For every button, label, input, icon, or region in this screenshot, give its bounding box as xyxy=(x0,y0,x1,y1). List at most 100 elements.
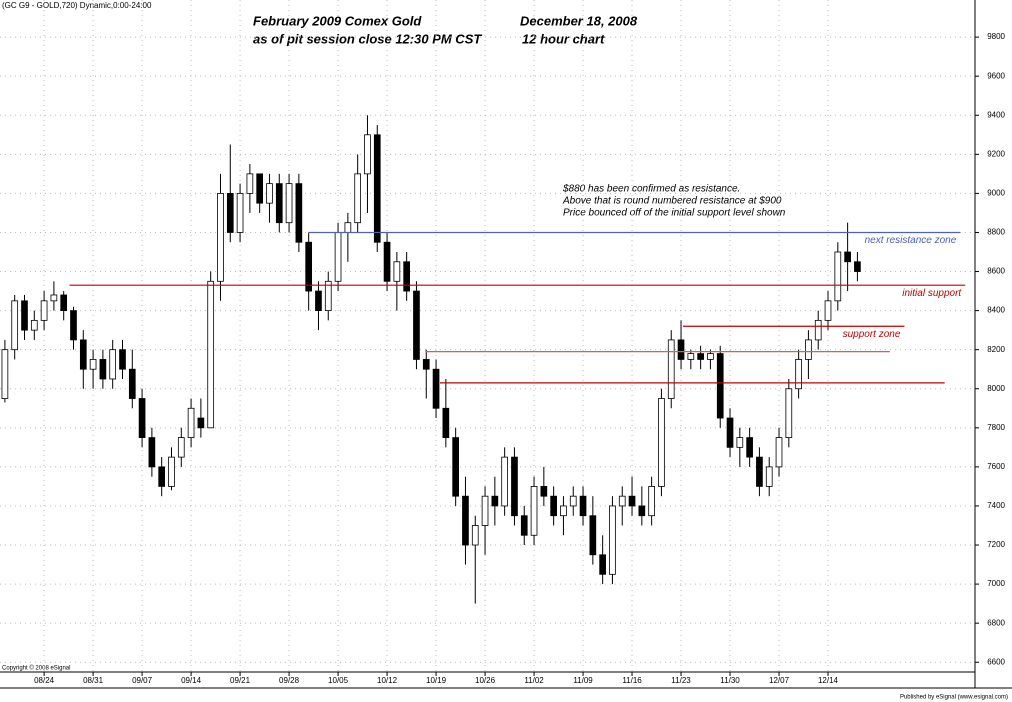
candle-body xyxy=(677,339,685,360)
candle-body xyxy=(21,300,28,331)
candle-body xyxy=(716,353,724,419)
candle-body xyxy=(70,310,77,341)
candle-body xyxy=(275,183,283,224)
candle-body xyxy=(99,359,107,380)
y-tick-label: 7200 xyxy=(987,540,1005,549)
x-tick-label: 11/23 xyxy=(671,676,691,685)
candle-body xyxy=(462,495,469,546)
candle-body xyxy=(844,251,851,263)
y-tick-label: 8000 xyxy=(987,384,1005,393)
candle-body xyxy=(628,495,636,507)
x-tick-label: 11/30 xyxy=(720,676,740,685)
candle-body xyxy=(530,486,538,536)
y-tick-label: 8800 xyxy=(987,228,1005,237)
candle-body xyxy=(315,290,322,312)
candle-body xyxy=(648,486,655,517)
candle-body xyxy=(148,437,156,468)
y-tick-label: 9800 xyxy=(987,32,1005,41)
timeframe: 12 hour chart xyxy=(522,31,605,46)
candle-body xyxy=(187,407,195,438)
candle-body xyxy=(658,398,665,487)
note: $880 has been confirmed as resistance. xyxy=(562,184,740,195)
x-tick-label: 08/24 xyxy=(34,676,55,685)
candle-body xyxy=(403,261,410,292)
candle-body xyxy=(599,554,606,575)
x-tick-label: 11/09 xyxy=(573,676,593,685)
candle-body xyxy=(266,183,273,204)
copyright: Copyright © 2008 eSignal xyxy=(2,665,70,672)
candle-body xyxy=(364,134,371,175)
candle-body xyxy=(383,241,391,282)
candle-body xyxy=(11,300,19,351)
x-tick-label: 10/12 xyxy=(377,676,398,685)
chart-date: December 18, 2008 xyxy=(520,13,638,28)
note: Price bounced off of the initial support… xyxy=(563,208,786,219)
x-tick-label: 08/31 xyxy=(83,676,104,685)
candle-body xyxy=(168,456,175,487)
candle-body xyxy=(334,232,342,282)
x-tick-label: 11/16 xyxy=(622,676,642,685)
x-tick-label: 12/07 xyxy=(769,676,790,685)
candle-body xyxy=(30,319,38,331)
candle-body xyxy=(60,294,68,312)
candle-body xyxy=(344,222,352,233)
x-tick-label: 09/14 xyxy=(181,676,202,685)
candle-body xyxy=(217,192,224,282)
candle-body xyxy=(40,300,48,321)
candle-body xyxy=(305,241,313,292)
candle-body xyxy=(422,359,430,370)
candle-body xyxy=(442,407,450,438)
candle-body xyxy=(158,466,166,487)
candle-body xyxy=(285,183,293,224)
candle-body xyxy=(560,505,567,517)
candle-body xyxy=(256,173,264,204)
candle-body xyxy=(824,300,832,321)
y-tick-label: 9200 xyxy=(987,149,1005,158)
x-tick-label: 10/19 xyxy=(426,676,447,685)
candle-body xyxy=(393,261,401,282)
candle-body xyxy=(128,368,136,399)
x-tick-label: 09/28 xyxy=(279,676,300,685)
chart-subtitle: as of pit session close 12:30 PM CST xyxy=(253,31,482,46)
candle-body xyxy=(765,466,773,487)
candle-body xyxy=(236,192,244,233)
y-tick-label: 8400 xyxy=(987,306,1005,315)
x-tick-label: 10/26 xyxy=(475,676,496,685)
candle-body xyxy=(854,261,861,272)
y-tick-label: 6600 xyxy=(987,657,1005,666)
candle-body xyxy=(687,353,695,360)
candle-body xyxy=(520,515,528,536)
y-tick-label: 9000 xyxy=(987,189,1005,198)
header: (GC G9 - GOLD,720) Dynamic,0:00-24:00 xyxy=(2,1,152,10)
note: Above that is round numbered resistance … xyxy=(562,196,782,207)
candle-body xyxy=(697,353,704,360)
y-tick-label: 6800 xyxy=(987,618,1005,627)
candle-body xyxy=(50,294,58,302)
candle-body xyxy=(736,437,744,448)
candle-body xyxy=(246,173,254,194)
candle-body xyxy=(540,486,548,497)
level-label: initial support xyxy=(902,288,962,299)
candle-body xyxy=(89,359,97,370)
candle-body xyxy=(805,339,812,360)
candle-body xyxy=(638,505,646,517)
candle-body xyxy=(197,417,205,429)
candle-body xyxy=(609,505,616,575)
candle-body xyxy=(785,388,793,438)
candle-body xyxy=(1,349,9,399)
candle-body xyxy=(432,368,440,409)
candle-body xyxy=(491,495,499,507)
y-tick-label: 7800 xyxy=(987,423,1005,432)
candle-body xyxy=(501,456,508,507)
candle-body xyxy=(481,495,489,526)
candle-body xyxy=(138,398,146,438)
candle-body xyxy=(324,280,332,312)
x-tick-label: 09/07 xyxy=(132,676,153,685)
x-tick-label: 09/21 xyxy=(230,676,251,685)
candle-body xyxy=(795,359,802,390)
candle-body xyxy=(618,495,626,507)
candle-body xyxy=(511,456,518,517)
candle-body xyxy=(579,495,587,517)
